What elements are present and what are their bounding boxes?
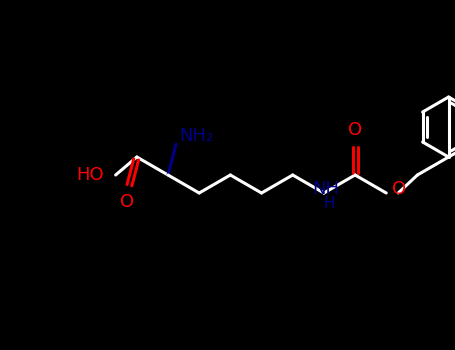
Text: HO: HO xyxy=(76,166,104,184)
Text: NH₂: NH₂ xyxy=(179,127,213,145)
Text: O: O xyxy=(392,180,406,198)
Text: O: O xyxy=(348,121,362,139)
Text: H: H xyxy=(323,196,334,210)
Text: O: O xyxy=(120,193,134,211)
Text: NH: NH xyxy=(313,180,339,198)
